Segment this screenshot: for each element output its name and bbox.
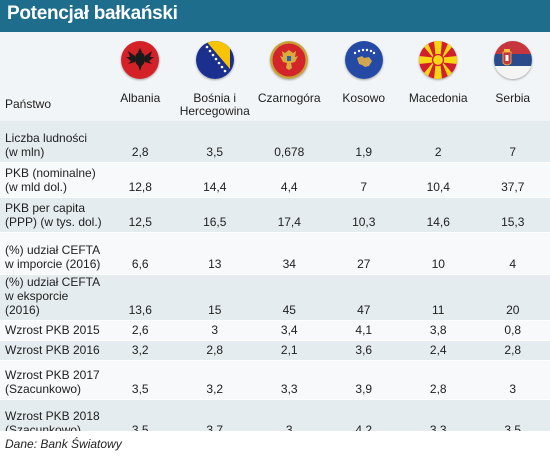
table-cell: 17,4: [252, 197, 327, 233]
table-cell: 3,2: [177, 360, 252, 400]
table-cell: 2,8: [177, 340, 252, 361]
row-label: (%) udział CEFTA w imporcie (2016): [0, 232, 103, 275]
table-row: Wzrost PKB 2018 (Szacunkowo) 3,5 3,7 3 4,2 3,…: [0, 399, 550, 431]
title-bar: Potencjał bałkański: [0, 0, 550, 32]
row-label: Wzrost PKB 2016: [0, 340, 103, 361]
table-cell: 1,9: [326, 121, 401, 163]
macedonia-flag-icon: [419, 41, 458, 79]
table-row: Wzrost PKB 2016 3,2 2,8 2,1 3,6 2,4 2,8: [0, 340, 550, 361]
table-cell: 4,1: [326, 320, 401, 341]
row-label: PKB per capita (PPP) (w tys. dol.): [0, 197, 103, 233]
row-label: Wzrost PKB 2017 (Szacunkowo): [0, 360, 103, 400]
table-cell: 0,678: [252, 121, 327, 163]
table-cell: 3,3: [252, 360, 327, 400]
table-cell: 3,6: [326, 340, 401, 361]
country-header-serbia: Serbia: [475, 32, 550, 121]
country-name: Bośnia i Hercegowina: [179, 91, 250, 118]
table-row: (%) udział CEFTA w eksporcie (2016) 13,6 1…: [0, 274, 550, 321]
table-cell: 2,8: [475, 340, 550, 361]
header-row: Państwo: [0, 32, 550, 121]
table-cell: 34: [252, 232, 327, 275]
table-cell: 3: [252, 399, 327, 431]
country-header-albania: Albania: [103, 32, 178, 121]
table-cell: 10,3: [326, 197, 401, 233]
country-header-montenegro: Czarnogóra: [252, 32, 327, 121]
table-cell: 10: [401, 232, 476, 275]
row-label: PKB (nominalne) (w mld dol.): [0, 162, 103, 198]
country-name: Albania: [120, 91, 161, 105]
table-cell: 3,5: [103, 399, 178, 431]
table-cell: 3,5: [177, 121, 252, 163]
montenegro-flag-icon: [270, 41, 309, 79]
country-header-bosnia: Bośnia i Hercegowina: [177, 32, 252, 121]
table-cell: 12,5: [103, 197, 178, 233]
serbia-flag-icon: [493, 41, 532, 79]
table-cell: 4: [475, 232, 550, 275]
row-label: (%) udział CEFTA w eksporcie (2016): [0, 274, 103, 321]
country-name: Czarnogóra: [257, 91, 321, 105]
table-cell: 2,8: [103, 121, 178, 163]
table-cell: 47: [326, 274, 401, 321]
country-name: Kosowo: [342, 91, 386, 105]
table-container: Państwo: [0, 32, 550, 431]
table-cell: 7: [326, 162, 401, 198]
table-cell: 3,2: [103, 340, 178, 361]
table-row: Wzrost PKB 2015 2,6 3 3,4 4,1 3,8 0,8: [0, 320, 550, 341]
table-cell: 3: [177, 320, 252, 341]
row-label: Liczba ludności (w mln): [0, 121, 103, 163]
table-cell: 0,8: [475, 320, 550, 341]
table-cell: 14,4: [177, 162, 252, 198]
data-table: Państwo: [0, 32, 550, 431]
table-row: Wzrost PKB 2017 (Szacunkowo) 3,5 3,2 3,3 3,9…: [0, 360, 550, 400]
table-cell: 3,5: [103, 360, 178, 400]
table-cell: 2: [401, 121, 476, 163]
table-cell: 16,5: [177, 197, 252, 233]
table-cell: 13: [177, 232, 252, 275]
table-cell: 7: [475, 121, 550, 163]
table-cell: 6,6: [103, 232, 178, 275]
kosovo-flag-icon: [344, 41, 383, 79]
table-cell: 45: [252, 274, 327, 321]
albania-flag-icon: [121, 41, 160, 79]
table-cell: 37,7: [475, 162, 550, 198]
header-label-cell: Państwo: [0, 32, 103, 121]
table-cell: 15: [177, 274, 252, 321]
table-cell: 13,6: [103, 274, 178, 321]
table-cell: 14,6: [401, 197, 476, 233]
table-cell: 10,4: [401, 162, 476, 198]
country-header-kosovo: Kosowo: [326, 32, 401, 121]
page-title: Potencjał bałkański: [7, 3, 178, 24]
header-label: Państwo: [5, 97, 52, 111]
table-cell: 20: [475, 274, 550, 321]
country-name: Macedonia: [408, 91, 468, 105]
table-cell: 3: [475, 360, 550, 400]
row-label: Wzrost PKB 2018 (Szacunkowo): [0, 399, 103, 431]
table-cell: 2,8: [401, 360, 476, 400]
country-name: Serbia: [495, 91, 531, 105]
table-cell: 12,8: [103, 162, 178, 198]
bosnia-flag-icon: [195, 41, 234, 79]
table-cell: 11: [401, 274, 476, 321]
table-cell: 2,4: [401, 340, 476, 361]
table-cell: 3,5: [475, 399, 550, 431]
table-cell: 4,4: [252, 162, 327, 198]
table-row: PKB per capita (PPP) (w tys. dol.) 12,5 16…: [0, 197, 550, 233]
table-row: Liczba ludności (w mln) 2,8 3,5 0,678 1,9 2 7: [0, 121, 550, 163]
table-cell: 3,8: [401, 320, 476, 341]
table-cell: 3,7: [177, 399, 252, 431]
table-row: (%) udział CEFTA w imporcie (2016) 6,6 13 3…: [0, 232, 550, 275]
table-cell: 3,9: [326, 360, 401, 400]
table-cell: 2,6: [103, 320, 178, 341]
table-cell: 3,3: [401, 399, 476, 431]
table-cell: 15,3: [475, 197, 550, 233]
table-cell: 27: [326, 232, 401, 275]
table-cell: 4,2: [326, 399, 401, 431]
table-row: PKB (nominalne) (w mld dol.) 12,8 14,4 4,4 7…: [0, 162, 550, 198]
table-cell: 2,1: [252, 340, 327, 361]
row-label: Wzrost PKB 2015: [0, 320, 103, 341]
source-note: Dane: Bank Światowy: [5, 437, 122, 451]
country-header-macedonia: Macedonia: [401, 32, 476, 121]
table-cell: 3,4: [252, 320, 327, 341]
